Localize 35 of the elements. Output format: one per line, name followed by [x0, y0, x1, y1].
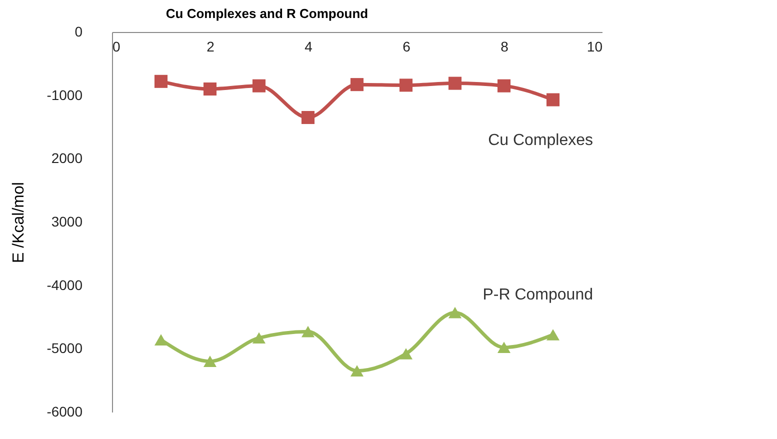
- point: [203, 356, 217, 367]
- x-tick-label: 6: [402, 38, 411, 54]
- point: [448, 306, 462, 318]
- point: [350, 365, 364, 376]
- point: [546, 329, 560, 340]
- point: [252, 79, 266, 92]
- x-tick-label: 4: [304, 38, 313, 54]
- x-tick-label: 2: [206, 38, 215, 54]
- y-tick-label: -6000: [46, 404, 83, 420]
- point: [350, 78, 364, 92]
- point: [252, 332, 266, 344]
- point: [399, 348, 413, 360]
- y-tick-label: 2000: [51, 150, 83, 166]
- point: [497, 79, 511, 92]
- y-tick-label: -1000: [46, 86, 83, 103]
- y-tick-label: 3000: [51, 214, 83, 230]
- point: [154, 74, 168, 88]
- point: [301, 326, 315, 338]
- y-tick-label: -4000: [46, 276, 83, 293]
- point: [546, 93, 560, 106]
- point: [448, 76, 462, 90]
- text: Cu Complexes: [488, 132, 593, 149]
- x-tick-label: 10: [586, 38, 603, 54]
- point: [399, 78, 413, 92]
- point: [154, 334, 168, 346]
- series-label: P-R Compound: [482, 286, 593, 304]
- point: [301, 110, 315, 124]
- point: [497, 342, 511, 354]
- x-tick-label: 0: [112, 38, 120, 54]
- point: [203, 82, 217, 96]
- x-tick-label: 8: [500, 38, 509, 54]
- y-tick-label: 0: [74, 24, 83, 40]
- chart-title: Cu Complexes and R Compound: [166, 6, 368, 21]
- y-tick-label: -5000: [46, 340, 83, 356]
- y-axis-title: E /Kcal/mol: [10, 182, 28, 263]
